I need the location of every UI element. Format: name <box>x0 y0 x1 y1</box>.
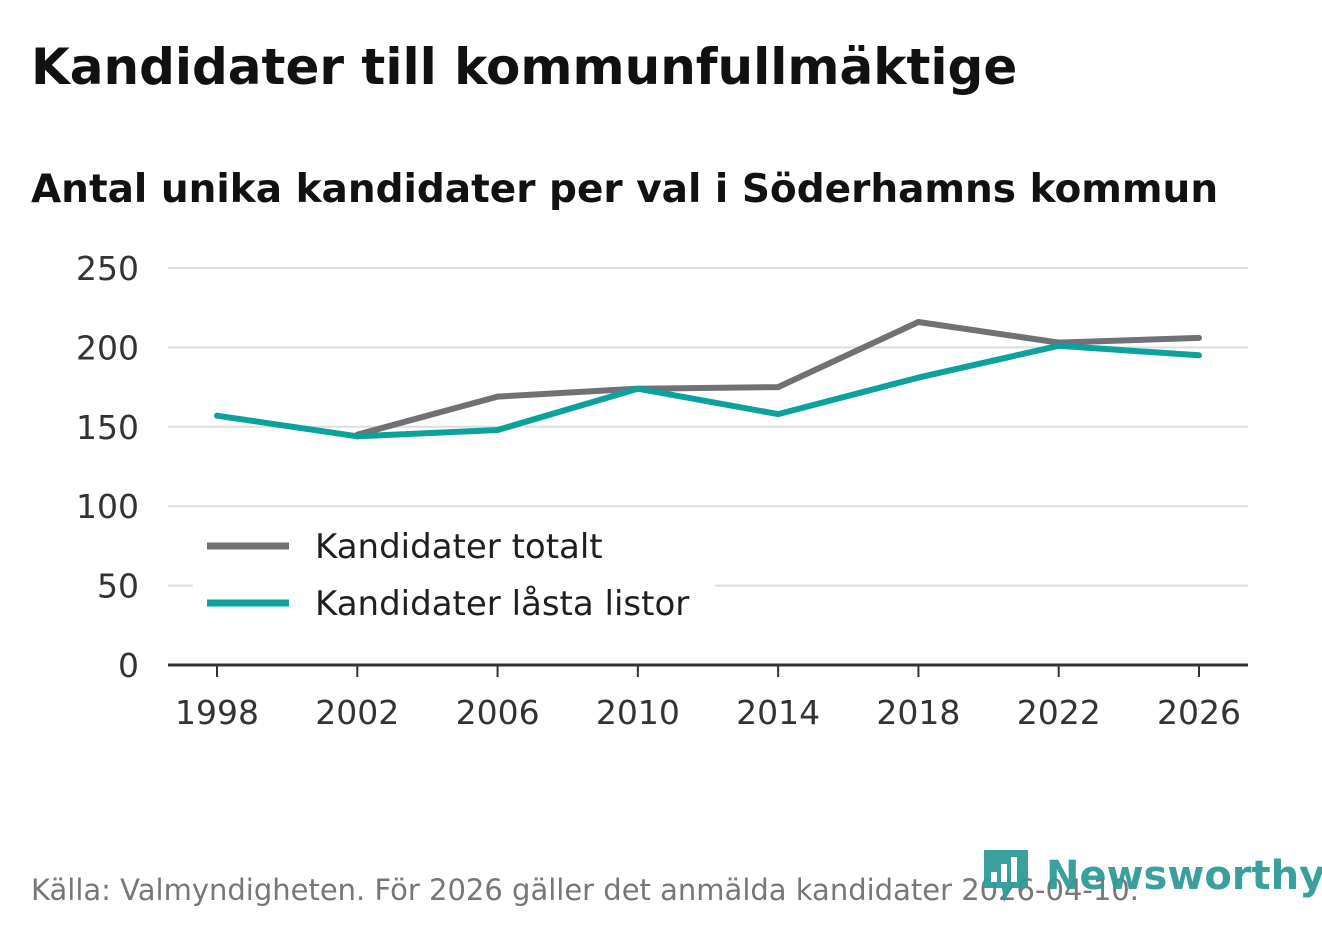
legend-label: Kandidater låsta listor <box>315 584 689 624</box>
series-line <box>216 342 1200 440</box>
chart-subtitle: Antal unika kandidater per val i Söderha… <box>31 167 1219 212</box>
x-tick-label: 2002 <box>315 693 399 732</box>
x-tick-label: 1998 <box>175 693 259 732</box>
data-point <box>494 426 501 433</box>
data-point <box>775 384 782 391</box>
y-tick-label: 150 <box>76 408 139 447</box>
y-tick-label: 250 <box>76 249 139 288</box>
data-point <box>634 385 641 392</box>
y-tick-label: 100 <box>76 487 139 526</box>
data-point <box>915 374 922 381</box>
legend-label: Kandidater totalt <box>315 527 603 567</box>
series-kandidater-totalt <box>354 318 1202 438</box>
data-point <box>494 393 501 400</box>
brand-name: Newsworthy <box>1046 853 1322 899</box>
y-axis-labels: 0 50 100 150 200 250 <box>76 249 139 685</box>
x-tick-label: 2022 <box>1017 693 1101 732</box>
data-point <box>1196 352 1202 359</box>
x-tick-label: 2018 <box>876 693 960 732</box>
data-point <box>775 411 782 418</box>
y-tick-label: 50 <box>97 567 139 606</box>
y-tick-label: 200 <box>76 328 139 367</box>
x-tick-label: 2026 <box>1157 693 1241 732</box>
data-point <box>214 412 220 419</box>
newsworthy-logo-icon <box>984 850 1028 902</box>
chart-title: Kandidater till kommunfullmäktige <box>31 38 1018 96</box>
series-line <box>356 319 1200 438</box>
data-point <box>1196 334 1202 341</box>
legend: Kandidater totalt Kandidater låsta listor <box>193 524 715 636</box>
source-note: Källa: Valmyndigheten. För 2026 gäller d… <box>31 873 1139 907</box>
y-tick-label: 0 <box>118 646 139 685</box>
x-tick-label: 2006 <box>456 693 540 732</box>
data-point <box>1055 342 1062 349</box>
data-point <box>354 433 361 440</box>
data-point <box>915 318 922 325</box>
x-tick-label: 2010 <box>596 693 680 732</box>
series-layer <box>214 318 1202 440</box>
brand-logo: Newsworthy <box>982 848 1322 904</box>
x-tick-label: 2014 <box>736 693 820 732</box>
x-axis: 1998 2002 2006 2010 2014 2018 2022 2026 <box>168 663 1248 732</box>
series-kandidater-lasta-listor <box>214 342 1202 440</box>
